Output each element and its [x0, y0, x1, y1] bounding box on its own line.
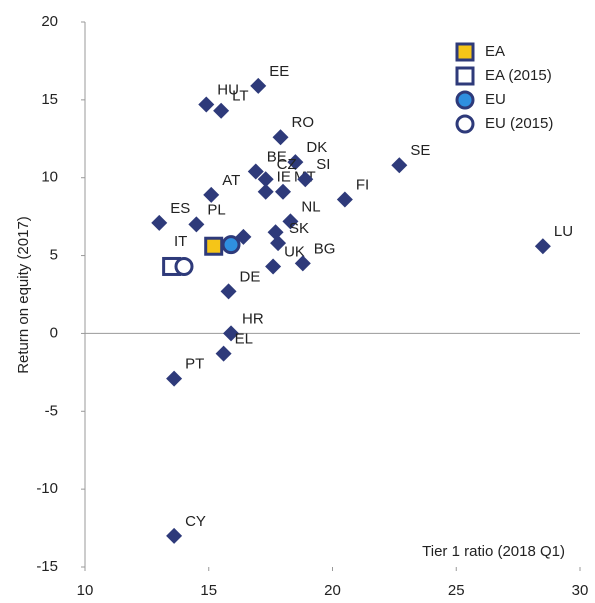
point-label: SK [289, 220, 309, 237]
y-tick-label: -15 [36, 558, 58, 575]
x-tick-label: 15 [200, 582, 217, 599]
y-tick-label: -10 [36, 480, 58, 497]
point [213, 102, 230, 119]
point [198, 96, 215, 113]
point-label: CZ [277, 156, 297, 173]
point [257, 171, 274, 188]
point [166, 370, 183, 387]
point [223, 325, 240, 342]
point-label: PL [207, 201, 225, 218]
point [272, 129, 289, 146]
point-label: EL [235, 331, 253, 348]
point [257, 183, 274, 200]
point [221, 235, 241, 255]
legend-marker [455, 42, 475, 62]
y-tick-label: 20 [41, 13, 58, 30]
point-label: ES [170, 200, 190, 217]
point [250, 77, 267, 94]
legend-marker [455, 114, 475, 134]
legend-marker [455, 66, 475, 86]
point [215, 345, 232, 362]
point-label: HR [242, 310, 264, 327]
point [265, 258, 282, 275]
legend-label: EU (2015) [485, 115, 553, 132]
point [391, 157, 408, 174]
point-label: AT [222, 172, 240, 189]
y-tick-label: 0 [50, 324, 58, 341]
point-label: PT [185, 356, 204, 373]
y-tick-label: -5 [45, 402, 58, 419]
point [267, 224, 284, 241]
point [188, 216, 205, 233]
point [275, 183, 291, 200]
point [220, 283, 237, 300]
point [297, 171, 314, 188]
x-tick-label: 10 [77, 582, 94, 599]
point [166, 527, 183, 544]
point [294, 255, 311, 272]
point-label: RO [292, 114, 315, 131]
point-label: BG [314, 240, 336, 257]
point-label: CY [185, 513, 206, 530]
annotation: IT [174, 233, 187, 250]
point-label: NL [301, 198, 320, 215]
legend-label: EA [485, 43, 505, 60]
point-label: HU [217, 81, 239, 98]
point-label: UK [284, 243, 305, 260]
y-axis-label: Return on equity (2017) [15, 216, 32, 374]
point [247, 163, 264, 180]
point [270, 235, 287, 252]
point [534, 238, 551, 255]
point-label: BE [267, 148, 287, 165]
point [174, 256, 194, 276]
legend-label: EU [485, 91, 506, 108]
point-label: SE [410, 142, 430, 159]
point-label: LT [232, 88, 248, 105]
point [287, 154, 304, 171]
y-tick-label: 15 [41, 91, 58, 108]
legend-marker [455, 90, 475, 110]
y-tick-label: 5 [50, 247, 58, 264]
legend-label: EA (2015) [485, 67, 552, 84]
x-tick-label: 30 [572, 582, 589, 599]
point [151, 214, 168, 231]
x-tick-label: 25 [448, 582, 465, 599]
x-tick-label: 20 [324, 582, 341, 599]
point-label: DE [240, 268, 261, 285]
x-axis-label: Tier 1 ratio (2018 Q1) [422, 543, 565, 560]
point-label: EE [269, 63, 289, 80]
y-tick-label: 10 [41, 169, 58, 186]
point-label: IE [277, 169, 291, 186]
point [282, 213, 299, 230]
point [336, 191, 353, 208]
point-label: DK [306, 139, 327, 156]
point [204, 236, 224, 256]
point-label: LU [554, 223, 573, 240]
point [203, 186, 220, 203]
point-label: SI [316, 156, 330, 173]
point-label: FI [356, 176, 369, 193]
